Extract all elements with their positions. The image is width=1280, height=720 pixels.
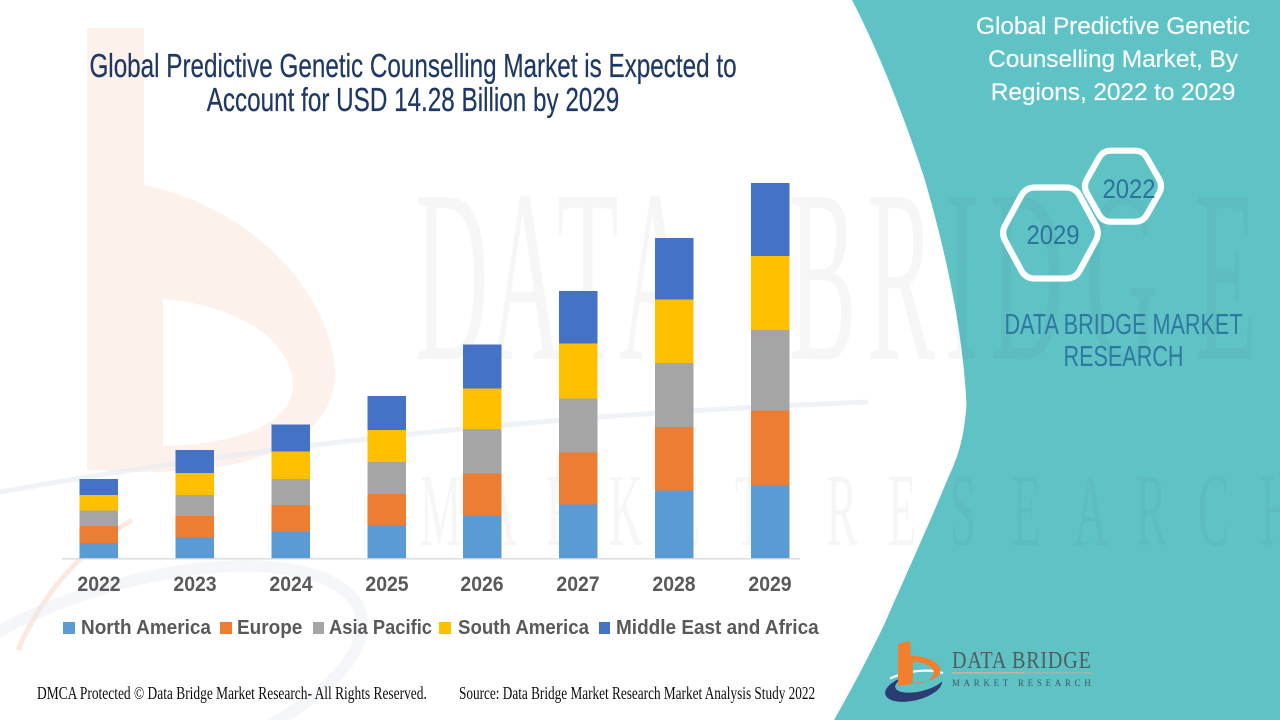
- svg-text:MARKETRESEARCH: MARKETRESEARCH: [420, 453, 1280, 568]
